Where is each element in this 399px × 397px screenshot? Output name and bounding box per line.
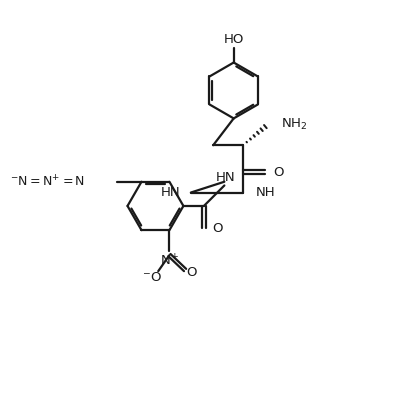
Text: $^{-}$N$=$N$^{+}$$=$N: $^{-}$N$=$N$^{+}$$=$N bbox=[10, 174, 86, 189]
Text: O: O bbox=[186, 266, 197, 279]
Text: NH$_2$: NH$_2$ bbox=[281, 117, 307, 132]
Text: $^{-}$O: $^{-}$O bbox=[142, 271, 162, 284]
Text: HO: HO bbox=[223, 33, 244, 46]
Text: HN: HN bbox=[215, 171, 235, 184]
Text: HN: HN bbox=[161, 186, 180, 199]
Text: O: O bbox=[274, 166, 284, 179]
Text: O: O bbox=[212, 222, 223, 235]
Text: NH: NH bbox=[256, 186, 276, 199]
Text: N$^{+}$: N$^{+}$ bbox=[160, 253, 179, 269]
